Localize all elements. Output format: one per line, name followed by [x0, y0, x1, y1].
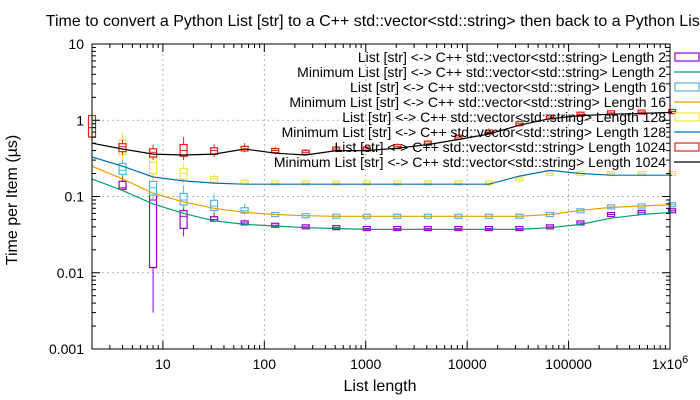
x-tick-label: 10 [155, 356, 171, 372]
legend-label: Minimum List [str] <-> C++ std::vector<s… [274, 154, 666, 170]
x-tick-exponent: 6 [682, 354, 688, 366]
box-mark [118, 162, 127, 175]
box-mark [148, 148, 158, 158]
legend-label: List [str] <-> C++ std::vector<std::stri… [342, 109, 666, 125]
series-line [91, 178, 673, 230]
series-line [91, 165, 673, 217]
series-line [91, 111, 673, 156]
legend-label: Minimum List [str] <-> C++ std::vector<s… [289, 94, 666, 110]
series-4 [91, 165, 673, 217]
legend-label: Minimum List [str] <-> C++ std::vector<s… [282, 124, 667, 140]
y-tick-label: 10 [68, 36, 84, 52]
y-tick-label: 1 [76, 112, 84, 128]
box-mark [179, 210, 188, 229]
box-mark [179, 192, 188, 206]
series-line [91, 156, 673, 185]
legend-swatch-box [674, 82, 700, 92]
x-tick-label: 1x106 [652, 354, 688, 372]
legend-label: List [str] <-> C++ std::vector<std::stri… [334, 139, 666, 155]
box-mark [118, 180, 127, 191]
x-tick-label: 100000 [545, 356, 592, 372]
box-mark [118, 143, 127, 153]
y-tick-label: 0.1 [65, 189, 85, 205]
legend-swatch-box [674, 112, 700, 122]
axes: 0.001 0.01 0.1 1 10 10 100 1000 10000 100000 1x106 [49, 36, 688, 372]
x-axis-label: List length [344, 378, 417, 395]
legend-swatch-box [674, 52, 700, 62]
series-1 [118, 173, 677, 313]
x-tick-label: 10000 [448, 356, 487, 372]
y-axis-label: Time per Item (µs) [4, 135, 21, 265]
legend-label: Minimum List [str] <-> C++ std::vector<s… [297, 64, 666, 80]
x-tick-label: 1000 [350, 356, 381, 372]
x-tick-label: 100 [253, 356, 277, 372]
chart-title: Time to convert a Python List [str] to a… [46, 13, 700, 30]
box-mark [210, 199, 219, 212]
legend-label: List [str] <-> C++ std::vector<std::stri… [350, 79, 666, 95]
legend-label: List [str] <-> C++ std::vector<std::stri… [358, 49, 666, 65]
y-tick-label: 0.01 [57, 265, 84, 281]
series-6 [91, 156, 673, 185]
legend: List [str] <-> C++ std::vector<std::stri… [274, 49, 700, 170]
series-8 [91, 111, 673, 156]
series-2 [91, 178, 673, 230]
legend-swatch-box [674, 142, 700, 152]
y-tick-label: 0.001 [49, 341, 84, 357]
